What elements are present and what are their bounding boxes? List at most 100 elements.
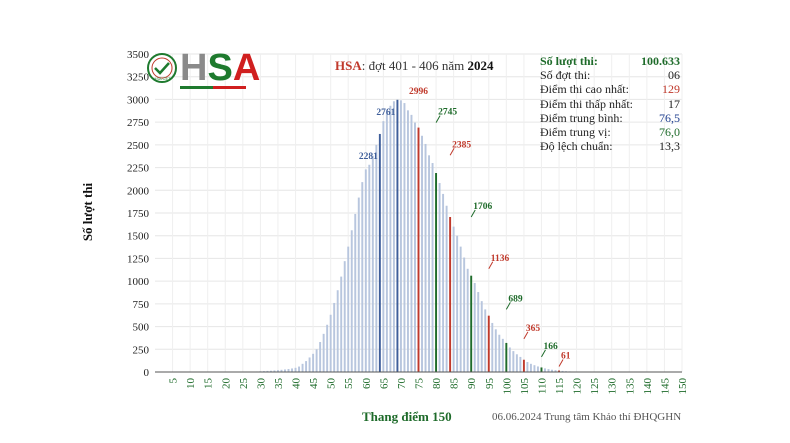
- source-note: 06.06.2024 Trung tâm Khảo thí ĐHQGHN: [492, 411, 682, 423]
- y-tick-label: 3500: [127, 49, 150, 61]
- data-label-leader: [470, 209, 476, 218]
- bar: [484, 309, 487, 372]
- bar: [449, 216, 452, 372]
- bar: [375, 144, 378, 372]
- bar: [298, 366, 301, 372]
- bar: [536, 366, 539, 372]
- bar: [396, 99, 399, 373]
- svg-text:HSA CET: HSA CET: [153, 76, 171, 81]
- x-tick-label: 5: [168, 378, 180, 384]
- x-tick-label: 55: [343, 378, 355, 390]
- stat-row: Số đợt thi: 06: [540, 68, 680, 82]
- x-tick-label: 120: [572, 378, 584, 395]
- bar: [515, 354, 518, 372]
- bar: [336, 290, 339, 372]
- stat-row: Điểm thi thấp nhất: 17: [540, 97, 680, 111]
- bar: [350, 230, 353, 372]
- bar: [463, 257, 466, 372]
- data-label: 1706: [473, 202, 492, 212]
- y-tick-label: 2250: [127, 163, 150, 175]
- bar: [357, 197, 360, 372]
- data-label-leader: [449, 148, 455, 156]
- data-label-leader: [505, 302, 511, 310]
- y-tick-label: 3000: [127, 94, 150, 106]
- stat-label: Độ lệch chuẩn:: [540, 139, 613, 154]
- bar: [473, 282, 476, 372]
- bar: [410, 114, 413, 373]
- bar: [340, 276, 343, 372]
- hsa-seal-icon: HSA CET: [147, 53, 177, 83]
- x-tick-label: 10: [185, 378, 197, 390]
- data-label: 61: [561, 351, 571, 361]
- bar: [551, 369, 553, 372]
- bar: [287, 369, 290, 372]
- bar: [406, 110, 409, 373]
- x-tick-label: 50: [326, 378, 338, 390]
- y-axis-title: Số lượt thi: [80, 182, 95, 242]
- x-tick-label: 25: [238, 378, 250, 390]
- bar: [312, 353, 315, 372]
- x-tick-label: 60: [361, 378, 373, 390]
- x-tick-label: 40: [291, 378, 303, 390]
- bar: [435, 173, 438, 372]
- bar: [561, 370, 564, 372]
- bar: [343, 261, 346, 372]
- x-tick-label: 95: [484, 378, 496, 390]
- stat-label: Số đợt thi:: [540, 68, 591, 83]
- bar: [508, 347, 511, 372]
- x-tick-label: 75: [414, 378, 426, 390]
- x-tick-label: 135: [624, 378, 636, 395]
- bar: [364, 169, 367, 372]
- stat-label: Điểm trung vị:: [540, 125, 611, 140]
- logo-underline-red: [213, 86, 246, 89]
- data-label-leader: [435, 115, 441, 123]
- bar: [382, 121, 385, 372]
- data-label-leader: [558, 359, 564, 367]
- bar: [326, 324, 329, 372]
- bar: [361, 182, 364, 372]
- bar: [421, 135, 423, 372]
- stat-row: Số lượt thi: 100.633: [540, 54, 680, 68]
- data-label: 2281: [359, 152, 378, 162]
- bar: [494, 329, 497, 372]
- hsa-logo: HSA: [180, 47, 261, 89]
- data-label: 2745: [438, 108, 457, 118]
- x-axis-title: Thang điểm 150: [362, 409, 452, 424]
- data-label-leader: [523, 331, 529, 340]
- bar: [308, 357, 311, 372]
- bar: [540, 367, 543, 372]
- bar: [529, 363, 532, 372]
- bar: [266, 370, 269, 372]
- bar: [354, 213, 357, 372]
- bar: [487, 315, 490, 372]
- stat-row: Điểm trung bình: 76,5: [540, 111, 680, 125]
- bar: [399, 100, 402, 372]
- bar: [491, 322, 494, 372]
- y-tick-label: 2750: [127, 117, 150, 129]
- stat-value: 06: [668, 68, 680, 83]
- bar: [315, 349, 318, 372]
- bar: [526, 362, 529, 372]
- x-tick-label: 105: [519, 378, 531, 395]
- y-tick-label: 0: [144, 367, 150, 379]
- stat-row: Điểm trung vị: 76,0: [540, 125, 680, 139]
- bar: [280, 369, 283, 372]
- x-tick-label: 45: [308, 378, 320, 390]
- bar: [554, 370, 557, 372]
- x-tick-label: 90: [466, 378, 478, 390]
- bar: [547, 369, 550, 372]
- stat-row: Độ lệch chuẩn: 13,3: [540, 139, 680, 153]
- bar: [392, 101, 395, 372]
- bar: [424, 143, 427, 372]
- chart-title: HSA: đợt 401 - 406 năm 2024: [335, 58, 494, 73]
- stats-panel: Số lượt thi: 100.633 Số đợt thi: 06 Điểm thi…: [540, 54, 680, 153]
- bar: [533, 365, 536, 372]
- bar: [291, 368, 293, 372]
- y-tick-label: 750: [133, 299, 150, 311]
- data-label: 166: [543, 342, 558, 352]
- bar: [389, 105, 392, 372]
- bar: [477, 292, 480, 372]
- bar: [385, 112, 388, 373]
- x-tick-label: 70: [396, 378, 408, 390]
